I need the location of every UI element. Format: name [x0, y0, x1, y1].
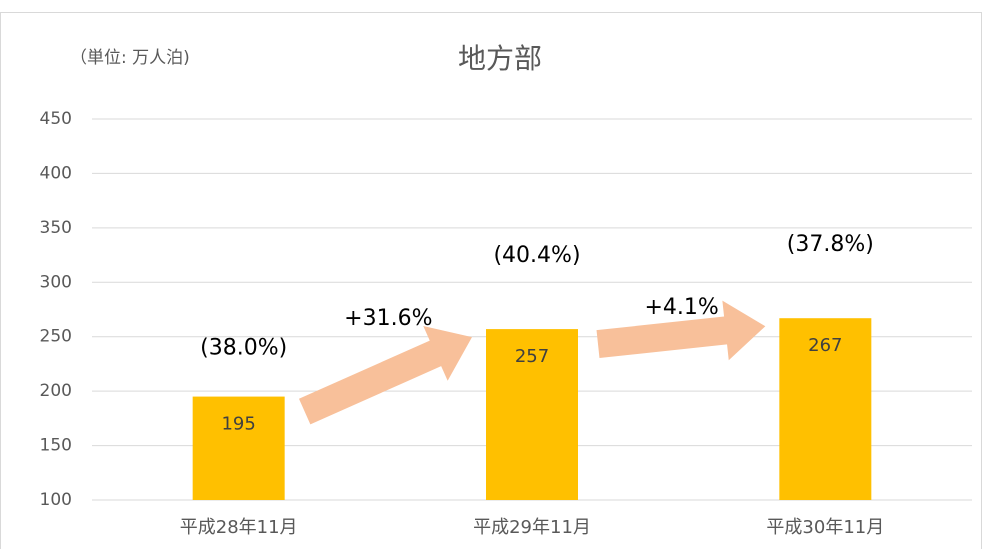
y-tick-label: 400 — [40, 163, 72, 183]
growth-label: +4.1% — [645, 295, 719, 320]
growth-arrow — [298, 325, 472, 425]
x-tick-label: 平成29年11月 — [473, 517, 591, 538]
unit-label: （単位: 万人泊) — [70, 48, 190, 68]
bar — [779, 318, 872, 500]
value-label: 257 — [515, 346, 549, 367]
bar — [486, 329, 578, 500]
chart-border — [0, 12, 982, 549]
y-tick-label: 350 — [40, 218, 72, 238]
bar — [192, 396, 285, 500]
share-label: (40.4%) — [493, 243, 580, 268]
share-label: (38.0%) — [200, 336, 287, 361]
growth-arrow — [596, 300, 766, 361]
y-tick-label: 300 — [40, 272, 72, 292]
growth-label: +31.6% — [344, 306, 432, 331]
y-tick-label: 250 — [40, 327, 72, 347]
share-label: (37.8%) — [787, 232, 874, 257]
y-tick-label: 200 — [40, 381, 72, 401]
y-tick-label: 150 — [40, 436, 72, 456]
x-tick-label: 平成30年11月 — [766, 517, 884, 538]
x-tick-label: 平成28年11月 — [180, 517, 298, 538]
y-tick-label: 450 — [40, 109, 72, 129]
y-tick-label: 100 — [40, 490, 72, 510]
value-label: 195 — [221, 414, 255, 435]
chart-title: 地方部 — [458, 42, 542, 75]
value-label: 267 — [808, 335, 842, 356]
